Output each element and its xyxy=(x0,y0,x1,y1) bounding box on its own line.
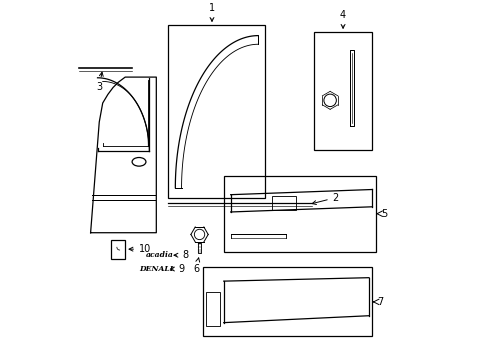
Bar xyxy=(111,240,125,259)
Bar xyxy=(203,267,372,337)
Text: 10: 10 xyxy=(129,244,151,254)
Bar xyxy=(313,32,372,150)
Bar xyxy=(224,176,375,252)
Text: 5: 5 xyxy=(380,209,386,219)
Text: 7: 7 xyxy=(377,297,383,307)
Text: acadia: acadia xyxy=(145,251,173,259)
Text: DENALI: DENALI xyxy=(139,265,173,273)
Bar xyxy=(272,197,296,210)
Text: 1: 1 xyxy=(208,3,215,21)
Text: 9: 9 xyxy=(170,264,184,274)
Text: 8: 8 xyxy=(174,250,188,260)
Text: 6: 6 xyxy=(193,258,199,274)
Bar xyxy=(206,292,220,326)
Text: 2: 2 xyxy=(312,193,338,204)
Text: 3: 3 xyxy=(96,72,103,92)
Bar xyxy=(168,25,264,198)
Text: 4: 4 xyxy=(339,10,346,28)
